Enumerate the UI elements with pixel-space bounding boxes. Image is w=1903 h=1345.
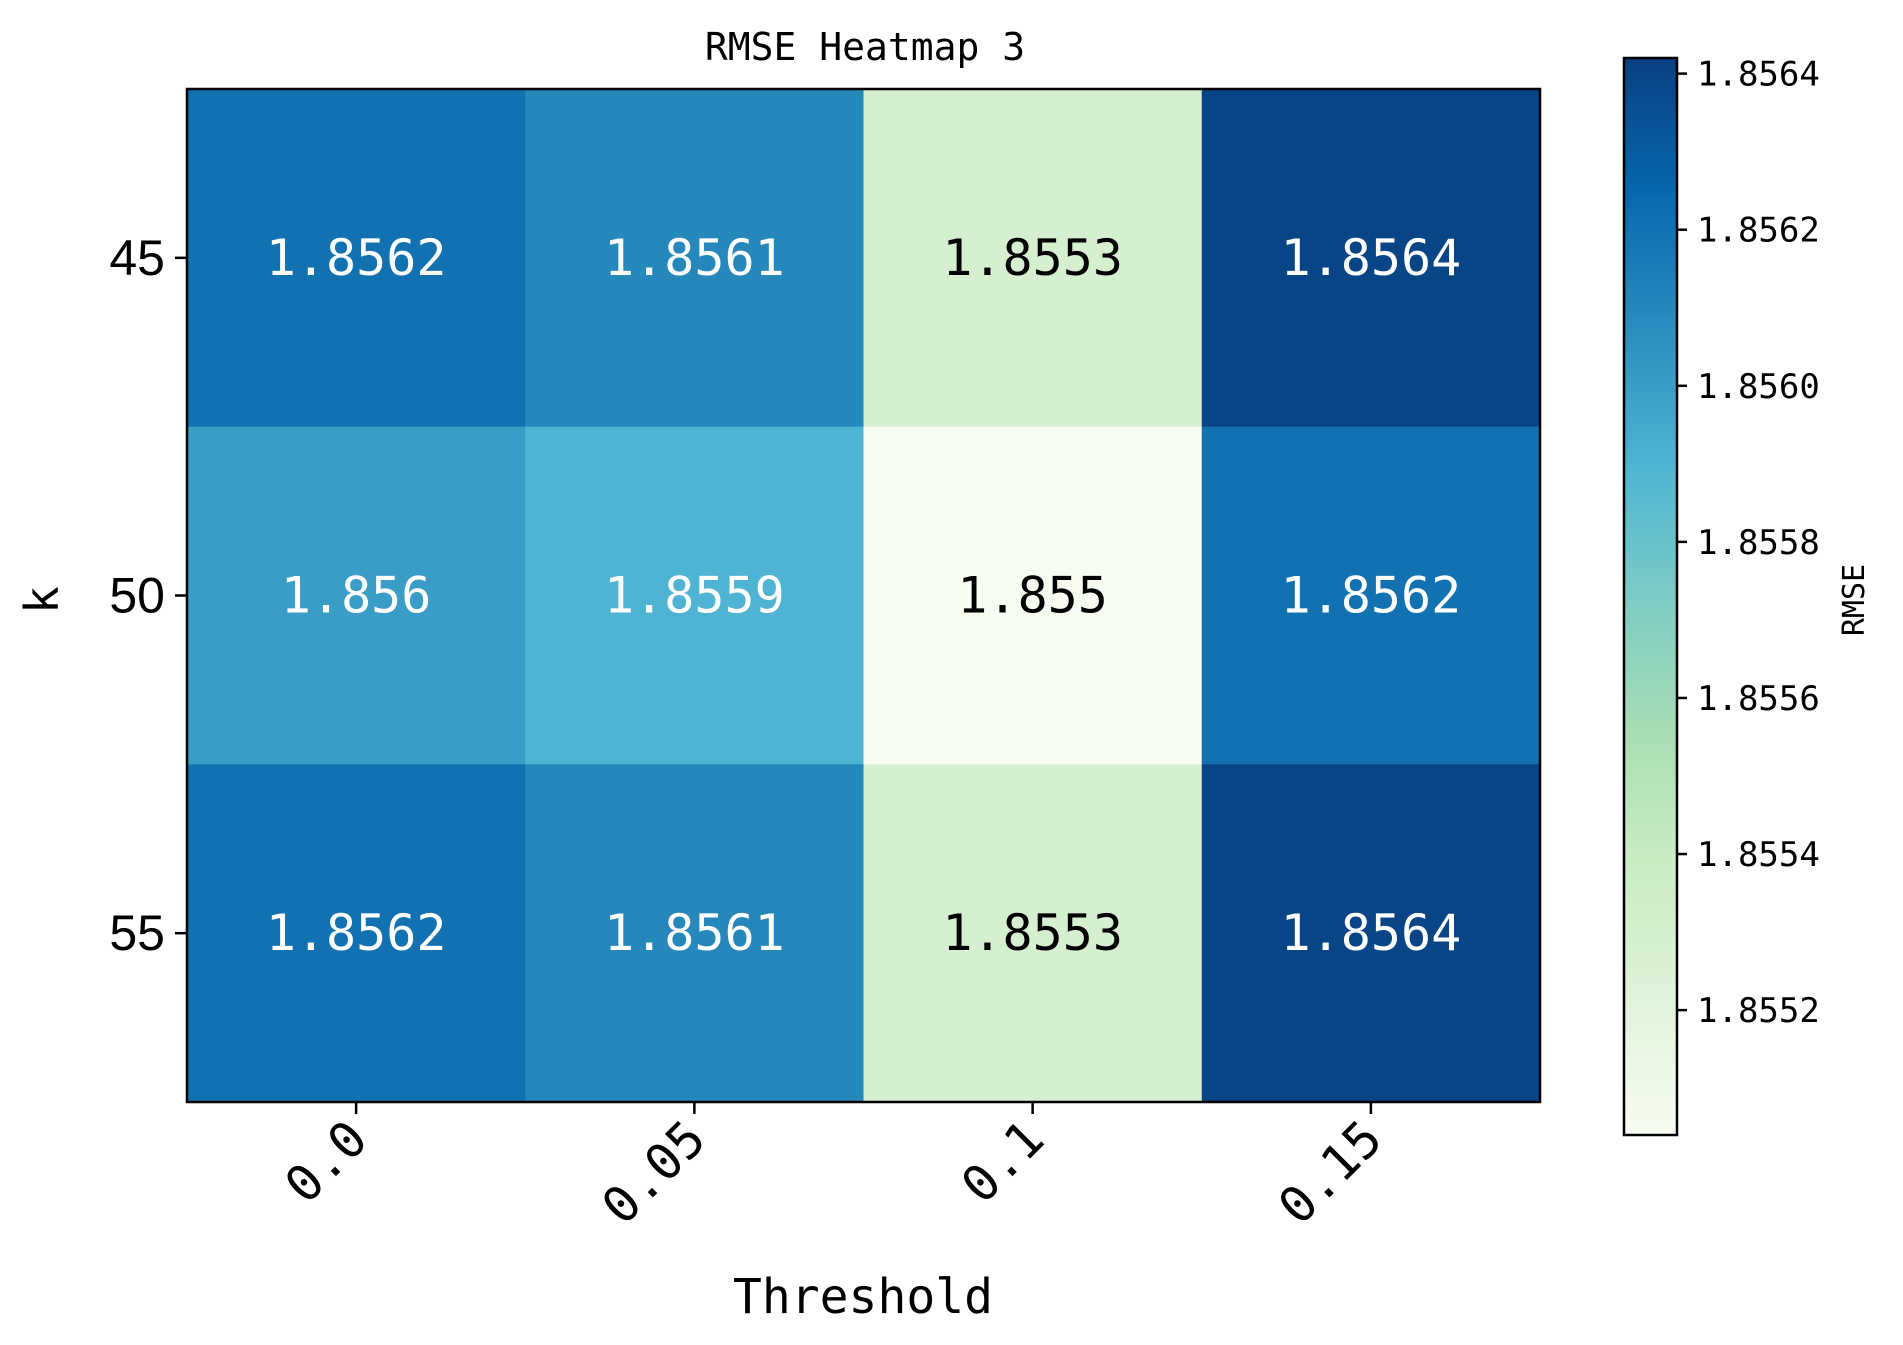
y-tick-label: 45 <box>109 230 165 286</box>
heatmap-cell-label: 1.8564 <box>1281 229 1462 287</box>
heatmap-cell <box>187 764 526 1103</box>
heatmap-cell-label: 1.8553 <box>942 904 1123 962</box>
colorbar-tick-label: 1.8564 <box>1697 55 1820 95</box>
heatmap-cell <box>1201 426 1541 765</box>
heatmap-cell <box>863 764 1203 1103</box>
heatmap-cell <box>1201 764 1541 1103</box>
heatmap-cell <box>1201 89 1541 428</box>
heatmap-cells <box>187 89 1541 1103</box>
heatmap-cell <box>863 426 1203 765</box>
heatmap-cell-label: 1.855 <box>957 567 1108 625</box>
colorbar-tick-label: 1.8552 <box>1697 991 1820 1031</box>
heatmap-cell <box>187 426 526 765</box>
heatmap-cell-label: 1.8561 <box>604 229 785 287</box>
x-axis-label: Threshold <box>733 1269 993 1325</box>
colorbar-frame <box>1622 56 1679 1137</box>
colorbar-gradient <box>1624 58 1677 1135</box>
heatmap-cell <box>525 426 865 765</box>
colorbar-tick-label: 1.8558 <box>1697 523 1820 563</box>
colorbar-label: RMSE <box>1837 564 1872 636</box>
y-tick-label: 55 <box>109 905 165 961</box>
heatmap-cell-label: 1.8559 <box>604 567 785 625</box>
colorbar-ticks: 1.8552 1.8554 1.8556 1.8558 1.8560 1.8562 1.85… <box>1677 55 1820 1031</box>
heatmap-cell-label: 1.8553 <box>942 229 1123 287</box>
y-axis-ticks: 45 50 55 <box>109 230 187 961</box>
y-axis-label: k <box>15 586 69 614</box>
heatmap-cell-labels: 1.8562 1.8561 1.8553 1.8564 1.856 1.8559 1.855… <box>266 229 1461 962</box>
heatmap-cell <box>187 89 526 428</box>
heatmap-cell <box>525 89 865 428</box>
heatmap-cell <box>525 764 865 1103</box>
heatmap-cell-label: 1.8562 <box>266 229 447 287</box>
heatmap-cell <box>863 89 1203 428</box>
heatmap-cell-label: 1.8564 <box>1281 904 1462 962</box>
colorbar-tick-label: 1.8554 <box>1697 835 1820 875</box>
y-tick-label: 50 <box>109 568 165 624</box>
colorbar-tick-label: 1.8562 <box>1697 211 1820 251</box>
heatmap-cell-label: 1.8562 <box>266 904 447 962</box>
chart-title: RMSE Heatmap 3 <box>705 25 1025 69</box>
heatmap-cell-label: 1.856 <box>281 567 432 625</box>
heatmap-cell-label: 1.8561 <box>604 904 785 962</box>
colorbar-tick-label: 1.8560 <box>1697 367 1820 407</box>
heatmap-cell-label: 1.8562 <box>1281 567 1462 625</box>
colorbar-tick-label: 1.8556 <box>1697 679 1820 719</box>
